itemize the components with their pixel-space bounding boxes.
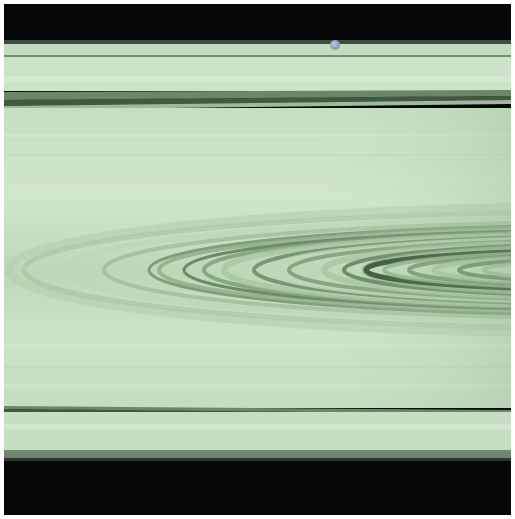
main-ring-body: [4, 108, 511, 408]
outer-ring-band-top: [4, 40, 511, 91]
saturn-rings-photo: [4, 4, 511, 515]
image-frame: [4, 4, 511, 515]
ring-gap-top: [4, 90, 511, 110]
moon: [330, 40, 340, 50]
outer-ring-band-bottom: [4, 406, 511, 461]
